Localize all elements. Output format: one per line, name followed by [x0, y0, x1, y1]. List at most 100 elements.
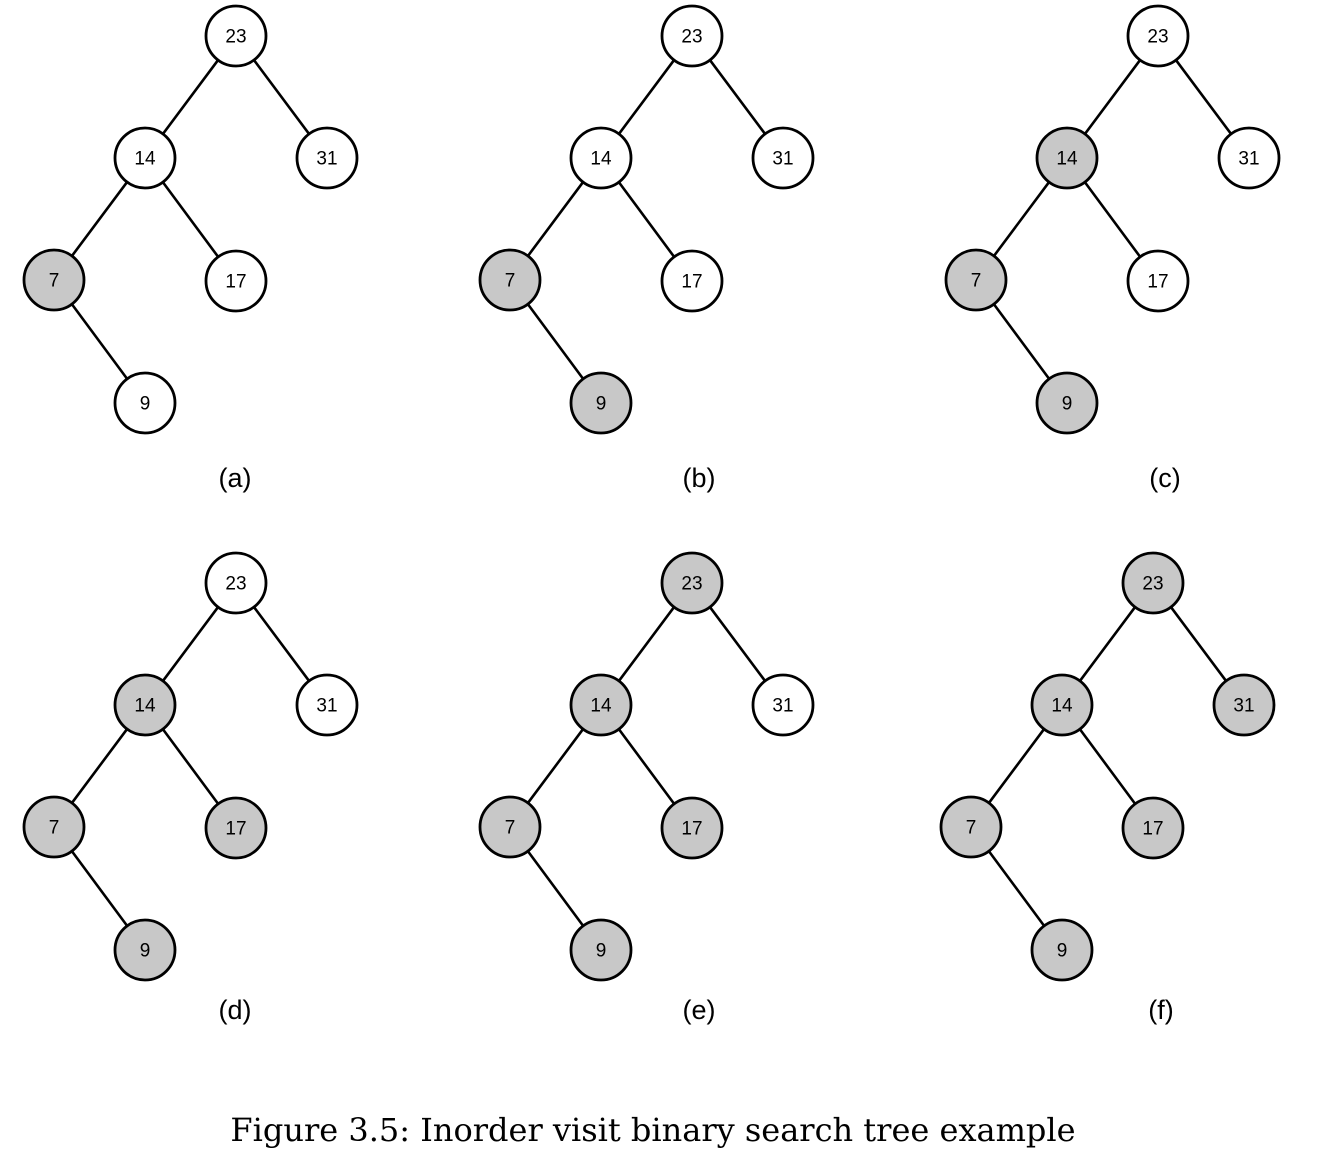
node-value: 14	[1051, 696, 1073, 717]
visited-node-circle	[944, 248, 1008, 312]
visited-node-circle	[1212, 673, 1276, 737]
tree-edge	[617, 605, 676, 683]
tree-node: 23	[1121, 551, 1185, 615]
figure-caption: Figure 3.5: Inorder visit binary search …	[230, 1111, 1076, 1149]
node-value: 31	[772, 149, 793, 170]
tree-node: 9	[1035, 371, 1099, 435]
visited-node-circle	[1030, 918, 1094, 982]
tree-node: 17	[1121, 796, 1185, 860]
node-value: 17	[225, 819, 246, 840]
visited-node-circle	[478, 795, 542, 859]
tree-node: 31	[751, 126, 815, 190]
tree-panel: 23 14 31 7 17 9 (f)	[939, 551, 1276, 1025]
tree-edge	[252, 605, 311, 683]
unvisited-node-circle	[660, 4, 724, 68]
tree-node: 14	[1030, 673, 1094, 737]
node-value: 17	[1142, 819, 1163, 840]
node-value: 7	[49, 818, 60, 839]
visited-node-circle	[22, 248, 86, 312]
tree-edge	[70, 302, 129, 381]
tree-edge	[161, 727, 220, 806]
panel-label: (b)	[683, 463, 716, 493]
tree-edge	[70, 180, 129, 258]
tree-node: 17	[204, 796, 268, 860]
panel-label: (c)	[1149, 463, 1180, 493]
unvisited-node-circle	[751, 126, 815, 190]
node-value: 23	[225, 27, 246, 48]
node-value: 17	[681, 819, 702, 840]
tree-edge	[526, 180, 585, 258]
panel-label: (d)	[219, 995, 252, 1025]
node-value: 31	[1238, 149, 1259, 170]
tree-edge	[987, 727, 1046, 805]
tree-edge	[617, 727, 676, 806]
tree-node: 7	[22, 248, 86, 312]
tree-edge	[70, 849, 129, 928]
unvisited-node-circle	[204, 551, 268, 615]
unvisited-node-circle	[751, 673, 815, 737]
tree-node: 23	[1126, 4, 1190, 68]
tree-edge	[526, 849, 585, 928]
node-value: 23	[681, 574, 702, 595]
tree-panel: 23 14 31 7 17 9 (c)	[944, 4, 1281, 493]
tree-node: 23	[204, 4, 268, 68]
tree-node: 7	[944, 248, 1008, 312]
tree-edge	[70, 727, 129, 805]
visited-node-circle	[569, 673, 633, 737]
node-value: 7	[505, 271, 516, 292]
node-value: 7	[49, 271, 60, 292]
tree-node: 31	[295, 126, 359, 190]
tree-node: 7	[478, 795, 542, 859]
tree-edge	[708, 58, 767, 136]
tree-edge	[1078, 605, 1137, 683]
node-value: 9	[140, 941, 151, 962]
node-value: 14	[590, 696, 612, 717]
visited-node-circle	[113, 673, 177, 737]
visited-node-circle	[478, 248, 542, 312]
tree-edge	[992, 180, 1051, 258]
node-value: 9	[596, 394, 607, 415]
tree-edge	[1083, 58, 1142, 136]
unvisited-node-circle	[660, 249, 724, 313]
tree-node: 7	[478, 248, 542, 312]
tree-edge	[617, 180, 676, 259]
node-value: 14	[1056, 149, 1078, 170]
visited-node-circle	[939, 795, 1003, 859]
tree-node: 9	[569, 918, 633, 982]
tree-edge	[1174, 58, 1233, 136]
node-value: 17	[225, 272, 246, 293]
tree-node: 9	[1030, 918, 1094, 982]
unvisited-node-circle	[295, 673, 359, 737]
tree-node: 31	[1212, 673, 1276, 737]
tree-node: 23	[660, 4, 724, 68]
tree-node: 9	[113, 918, 177, 982]
node-value: 9	[1057, 941, 1068, 962]
tree-node: 7	[939, 795, 1003, 859]
tree-edge	[526, 302, 585, 381]
tree-edge	[1169, 605, 1228, 683]
tree-node: 14	[113, 126, 177, 190]
tree-panel: 23 14 31 7 17 9 (a)	[22, 4, 359, 493]
tree-node: 14	[569, 673, 633, 737]
tree-node: 17	[1126, 249, 1190, 313]
tree-edge	[617, 58, 676, 136]
tree-node: 17	[660, 249, 724, 313]
tree-edge	[708, 605, 767, 683]
tree-edge	[1083, 180, 1142, 259]
node-value: 9	[140, 394, 151, 415]
tree-edge	[1078, 727, 1137, 806]
tree-edge	[252, 58, 311, 136]
tree-panel: 23 14 31 7 17 9 (d)	[22, 551, 359, 1025]
node-value: 14	[590, 149, 612, 170]
unvisited-node-circle	[1126, 249, 1190, 313]
tree-node: 31	[1217, 126, 1281, 190]
tree-panel: 23 14 31 7 17 9 (e)	[478, 551, 815, 1025]
tree-node: 23	[660, 551, 724, 615]
unvisited-node-circle	[204, 4, 268, 68]
tree-edge	[161, 58, 220, 136]
tree-edge	[992, 302, 1051, 381]
node-value: 7	[971, 271, 982, 292]
unvisited-node-circle	[113, 371, 177, 435]
tree-node: 31	[751, 673, 815, 737]
visited-node-circle	[1030, 673, 1094, 737]
